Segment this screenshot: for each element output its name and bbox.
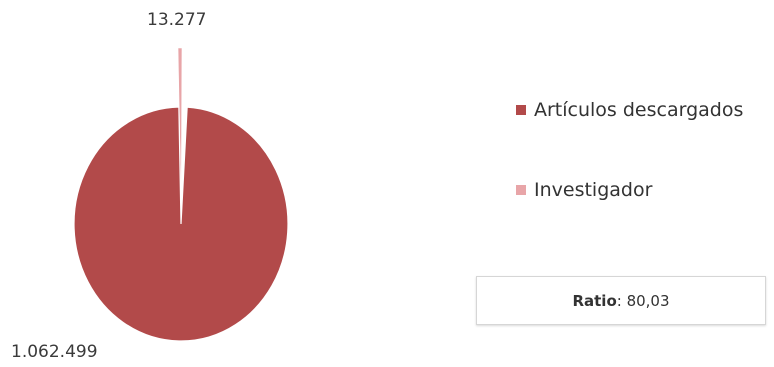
legend-swatch-articulos xyxy=(516,105,526,115)
ratio-separator: : xyxy=(616,291,627,310)
pie-slice-articulos xyxy=(73,106,289,342)
legend-swatch-investigador xyxy=(516,185,526,195)
ratio-value: 80,03 xyxy=(626,291,670,310)
legend-label-articulos: Artículos descargados xyxy=(534,99,744,121)
legend-label-investigador: Investigador xyxy=(534,179,653,201)
ratio-label: Ratio xyxy=(572,291,617,310)
legend-item-investigador: Investigador xyxy=(516,172,743,208)
legend-item-articulos: Artículos descargados xyxy=(516,92,743,128)
data-label-investigador: 13.277 xyxy=(147,10,207,30)
chart-legend: Artículos descargados Investigador xyxy=(516,92,743,252)
ratio-box: Ratio: 80,03 xyxy=(476,276,766,325)
data-label-articulos: 1.062.499 xyxy=(11,342,98,362)
